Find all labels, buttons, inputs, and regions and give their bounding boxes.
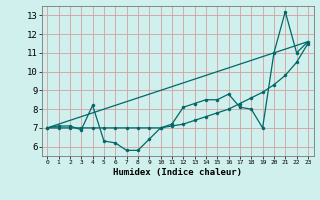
- X-axis label: Humidex (Indice chaleur): Humidex (Indice chaleur): [113, 168, 242, 177]
